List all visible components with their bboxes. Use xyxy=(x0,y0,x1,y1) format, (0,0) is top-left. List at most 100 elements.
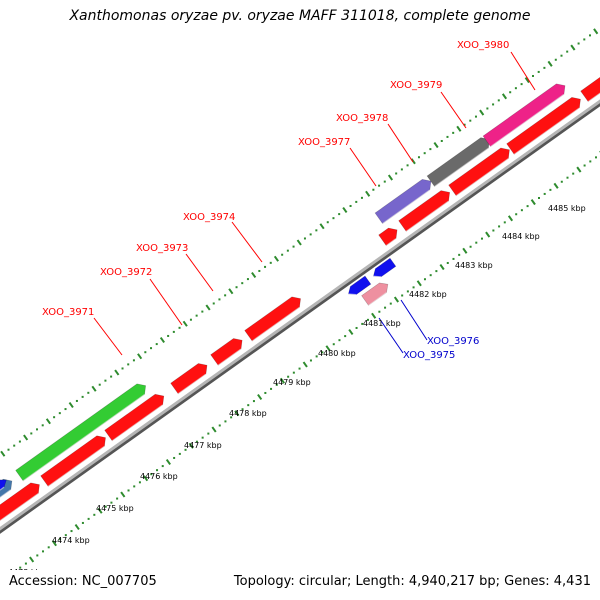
scale-tick xyxy=(0,450,6,457)
scale-tick xyxy=(302,361,308,368)
guide-dot xyxy=(2,579,4,581)
inner-dotted-guide xyxy=(2,156,598,581)
guide-dot xyxy=(13,444,16,447)
leader-line xyxy=(387,123,414,163)
scale-label: 4485 kbp xyxy=(548,204,586,213)
guide-dot xyxy=(349,204,352,207)
guide-dot xyxy=(577,42,580,45)
guide-dot xyxy=(514,87,517,90)
guide-dot xyxy=(531,74,534,77)
gene-arrow xyxy=(40,435,106,487)
scale-tick xyxy=(29,556,35,563)
gene-arrow-purple xyxy=(374,179,432,225)
gene-arrow-pink xyxy=(361,282,389,306)
scale-label: 4477 kbp xyxy=(184,441,222,450)
scale-label: 4483 kbp xyxy=(455,261,493,270)
guide-dot xyxy=(463,123,466,126)
gene-label-xoo-3973: XOO_3973 xyxy=(136,243,188,254)
guide-dot xyxy=(41,424,44,427)
guide-dot xyxy=(435,270,438,273)
scale-tick xyxy=(114,369,120,376)
guide-dot xyxy=(247,404,250,407)
backbone-line xyxy=(0,99,600,531)
guide-dot xyxy=(201,310,204,313)
scale-tick xyxy=(74,523,80,531)
guide-dot xyxy=(480,237,483,240)
map-title: Xanthomonas oryzae pv. oryzae MAFF 31101… xyxy=(69,8,531,24)
guide-dot xyxy=(104,505,107,508)
guide-dot xyxy=(156,469,159,472)
scale-label: 4476 kbp xyxy=(140,472,178,481)
guide-dot xyxy=(18,440,21,443)
guide-dot xyxy=(566,176,569,179)
gene-arrow xyxy=(170,363,208,395)
scale-tick xyxy=(570,44,576,51)
guide-dot xyxy=(446,261,449,264)
guide-dot xyxy=(440,139,443,142)
guide-dot xyxy=(520,209,523,212)
guide-dot xyxy=(326,221,329,224)
guide-dot xyxy=(303,237,306,240)
guide-dot xyxy=(14,571,16,573)
scale-tick xyxy=(416,280,422,287)
guide-dot xyxy=(150,347,153,350)
guide-dot xyxy=(309,359,312,362)
guide-dot xyxy=(338,339,341,342)
leader-line xyxy=(149,278,183,326)
guide-dot xyxy=(355,200,358,203)
gene-arrow-xoo-3976 xyxy=(373,257,397,278)
guide-dot xyxy=(155,343,158,346)
leader-line xyxy=(378,317,404,354)
guide-dot xyxy=(246,278,249,281)
scale-label: 4478 kbp xyxy=(229,409,267,418)
gene-labels: XOO_3971 XOO_3972 XOO_3973 XOO_3974 XOO_… xyxy=(42,40,509,361)
gene-arrow-green xyxy=(15,383,146,482)
guide-dot xyxy=(589,160,592,163)
guide-dot xyxy=(292,245,295,248)
guide-dot xyxy=(429,274,432,277)
gene-label-xoo-3972: XOO_3972 xyxy=(100,267,152,278)
guide-dot xyxy=(42,550,45,553)
guide-dot xyxy=(87,391,90,394)
guide-dot xyxy=(389,302,392,305)
guide-dot xyxy=(298,367,301,370)
guide-dot xyxy=(195,440,198,443)
guide-dot xyxy=(116,497,119,500)
guide-dot xyxy=(24,562,27,565)
gene-label-xoo-3980: XOO_3980 xyxy=(457,40,509,51)
scale-tick xyxy=(296,239,302,246)
guide-dot xyxy=(133,485,136,488)
guide-dot xyxy=(497,99,500,102)
gene-arrow xyxy=(378,227,398,247)
guide-dot xyxy=(70,530,73,533)
scale-label: 4479 kbp xyxy=(273,378,311,387)
guide-dot xyxy=(241,282,244,285)
guide-dot xyxy=(406,164,409,167)
guide-dot xyxy=(47,546,50,549)
scale-label: 4480 kbp xyxy=(318,349,356,358)
scale-tick xyxy=(68,401,74,409)
guide-dot xyxy=(503,221,506,224)
scale-tick xyxy=(51,540,57,547)
guide-dot xyxy=(572,172,575,175)
guide-dot xyxy=(560,180,563,183)
guide-dot xyxy=(417,156,420,159)
guide-dot xyxy=(332,343,335,346)
guide-dot xyxy=(132,359,135,362)
guide-dot xyxy=(383,180,386,183)
guide-dot xyxy=(360,196,363,199)
guide-dot xyxy=(281,253,284,256)
guide-dot xyxy=(98,383,101,386)
guide-dot xyxy=(104,379,107,382)
scale-tick xyxy=(433,142,439,149)
guide-dot xyxy=(474,115,477,118)
guide-dot xyxy=(412,286,415,289)
guide-dot xyxy=(36,554,39,557)
guide-dot xyxy=(583,164,586,167)
guide-dot xyxy=(469,119,472,122)
scale-tick xyxy=(325,345,331,352)
guide-dot xyxy=(515,213,518,216)
guide-dot xyxy=(332,217,335,220)
guide-dot xyxy=(64,534,67,537)
guide-dot xyxy=(554,58,557,61)
